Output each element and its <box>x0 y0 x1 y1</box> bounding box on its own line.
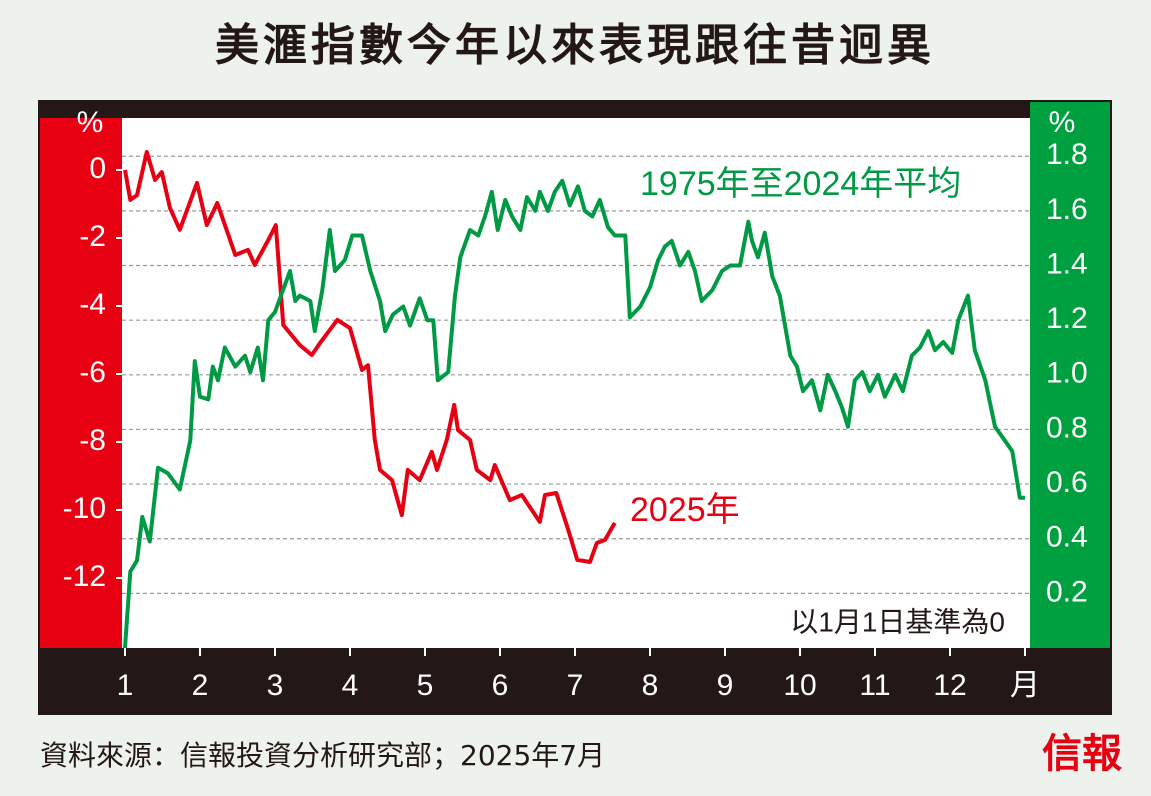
x-tick-label: 11 <box>859 669 890 702</box>
x-tick-label: 12 <box>933 669 966 702</box>
y-tick-label: -12 <box>63 560 106 593</box>
y-tick-label: -8 <box>79 424 106 457</box>
x-tick-label: 5 <box>417 669 434 702</box>
x-tick-label: 3 <box>267 669 284 702</box>
chart-title: 美滙指數今年以來表現跟往昔迥異 <box>215 20 935 71</box>
y2-tick-label: 1.6 <box>1046 193 1088 226</box>
data-line <box>123 150 617 564</box>
note: 以1月1日基準為0 <box>790 606 1005 637</box>
plot-layer: 0.2 0.4 0.6 0.8 1.0 1.2 1.4 1.6 1.8 0 -2 -4 -6 -8 -10 -… <box>63 138 1088 702</box>
x-tick-label: 4 <box>342 669 359 702</box>
y-tick-label: -2 <box>79 220 106 253</box>
y2-tick-label: 1.4 <box>1046 247 1088 280</box>
x-tick-label: 10 <box>783 669 816 702</box>
logo: 信報 <box>1042 730 1122 777</box>
y2-tick-label: 0.2 <box>1046 575 1088 608</box>
y2-tick-label: 0.6 <box>1046 466 1088 499</box>
y2-tick-label: 1.0 <box>1046 357 1088 390</box>
data-line <box>123 178 1025 649</box>
x-tick-label: 8 <box>642 669 659 702</box>
y-tick-label: -6 <box>79 356 106 389</box>
x-tick-label: 2 <box>192 669 209 702</box>
right-axis-band <box>1030 102 1110 648</box>
x-tick-label: 6 <box>492 669 509 702</box>
x-tick-label: 7 <box>567 669 584 702</box>
y2-axis-label: % <box>1049 106 1076 139</box>
y-tick-label: -4 <box>79 288 106 321</box>
series-label: 2025年 <box>630 491 740 529</box>
x-tick-label: 9 <box>717 669 734 702</box>
y2-tick-label: 1.8 <box>1046 138 1088 171</box>
y2-tick-label: 1.2 <box>1046 302 1088 335</box>
y2-tick-label: 0.8 <box>1046 411 1088 444</box>
left-axis-band <box>40 118 122 648</box>
series-label: 1975年至2024年平均 <box>640 165 961 203</box>
x-tick-label: 1 <box>117 669 134 702</box>
y-tick-label: 0 <box>89 152 106 185</box>
y-axis-label: % <box>77 106 104 139</box>
y2-tick-label: 0.4 <box>1046 521 1088 554</box>
x-tick-label: 月 <box>1010 669 1040 702</box>
y-tick-label: -10 <box>63 492 106 525</box>
source: 資料來源：信報投資分析研究部；2025年7月 <box>40 739 605 772</box>
